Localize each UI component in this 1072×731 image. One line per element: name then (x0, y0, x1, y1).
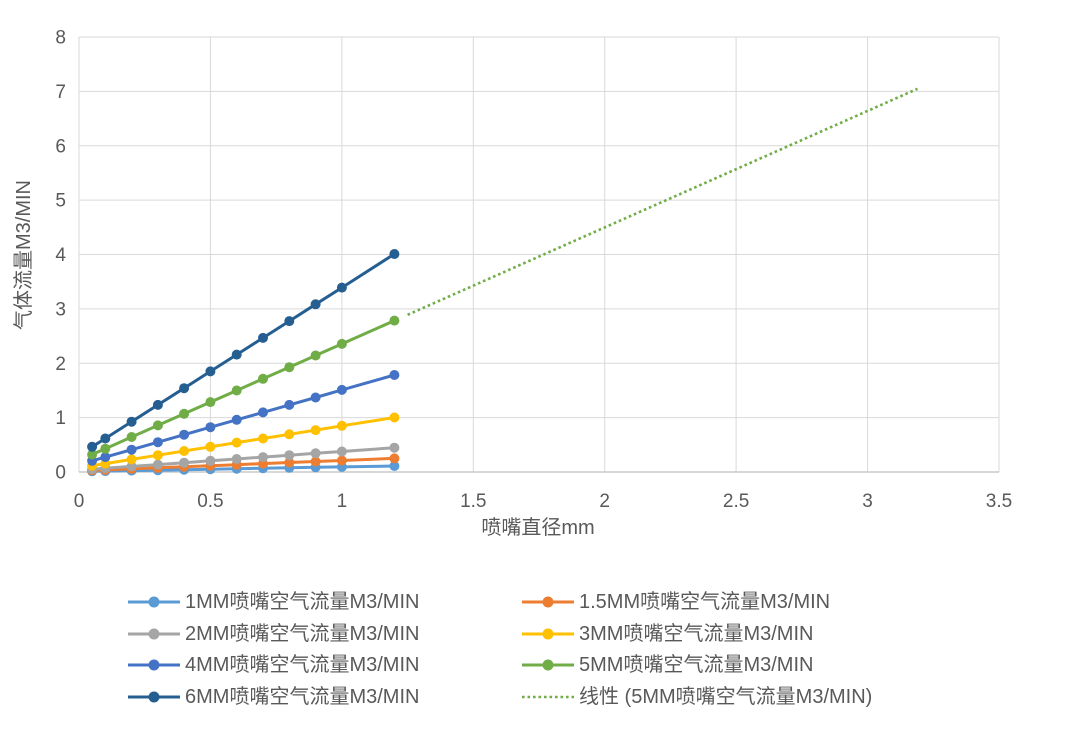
data-point-6mm (205, 366, 216, 377)
y-tick-label: 5 (55, 191, 66, 212)
data-point-5mm (100, 443, 111, 454)
data-point-6mm (126, 416, 137, 427)
data-point-1-5mm (310, 456, 321, 467)
data-point-3mm (310, 425, 321, 436)
y-tick-label: 4 (55, 245, 66, 266)
data-point-4mm (389, 370, 400, 380)
data-point-5mm (310, 350, 321, 361)
data-point-2mm (179, 457, 190, 468)
y-tick-label: 7 (55, 82, 66, 103)
data-point-5mm (258, 373, 268, 384)
x-axis-title: 喷嘴直径mm (481, 516, 594, 539)
data-point-4mm (100, 452, 111, 463)
data-point-2mm (231, 454, 242, 464)
data-point-6mm (284, 316, 295, 327)
data-point-4mm (152, 437, 163, 448)
axes: 0 1 2 3 4 5 6 7 8 0 0.5 1 1.5 2 2.5 3 3.5 (55, 28, 1012, 513)
x-tick-label: 3.5 (986, 491, 1012, 512)
data-point-5mm (205, 397, 216, 408)
data-point-5mm (284, 362, 295, 373)
data-point-5mm (179, 408, 190, 419)
data-point-3mm (258, 433, 268, 444)
data-point-5mm (87, 449, 98, 460)
y-axis-title: 气体流量M3/MIN (12, 180, 35, 330)
data-point-6mm (258, 332, 268, 343)
data-series (87, 87, 919, 477)
data-point-3mm (284, 429, 295, 440)
data-point-4mm (258, 407, 268, 418)
data-point-1mm (389, 461, 400, 471)
x-tick-label: 1 (337, 491, 348, 512)
data-point-4mm (231, 414, 242, 425)
data-point-2mm (152, 459, 163, 470)
x-tick-label: 0 (74, 491, 85, 512)
data-point-4mm (336, 384, 347, 395)
data-point-5mm (231, 385, 242, 396)
x-tick-label: 3 (862, 491, 873, 512)
x-tick-label: 1.5 (460, 491, 486, 512)
y-tick-label: 3 (55, 299, 66, 320)
x-tick-label: 2.5 (723, 491, 749, 512)
data-point-5mm (152, 420, 163, 431)
data-point-1-5mm (389, 453, 400, 464)
data-point-3mm (152, 450, 163, 461)
data-point-3mm (126, 454, 137, 465)
data-point-1-5mm (336, 455, 347, 466)
series-line-6mm (90, 252, 396, 449)
y-tick-label: 6 (55, 136, 66, 157)
x-tick-label: 2 (599, 491, 610, 512)
y-tick-label: 8 (55, 28, 66, 49)
data-point-2mm (258, 452, 268, 463)
data-point-2mm (126, 461, 137, 472)
data-point-5mm (126, 432, 137, 442)
data-point-6mm (87, 441, 98, 452)
data-point-2mm (389, 442, 400, 453)
data-point-6mm (152, 399, 163, 410)
data-point-4mm (310, 392, 321, 403)
data-point-6mm (389, 249, 400, 259)
data-point-6mm (336, 282, 347, 293)
data-point-2mm (284, 450, 295, 461)
data-point-2mm (310, 448, 321, 459)
data-point-5mm (389, 315, 400, 326)
gridlines (78, 36, 1000, 472)
data-point-6mm (100, 433, 111, 444)
data-point-3mm (179, 446, 190, 456)
data-point-3mm (389, 412, 400, 423)
data-point-4mm (126, 444, 137, 455)
data-point-4mm (179, 429, 190, 440)
data-point-3mm (336, 420, 347, 431)
data-point-6mm (179, 383, 190, 394)
linear-trendline-5mm (407, 87, 919, 316)
data-point-4mm (205, 422, 216, 433)
data-point-2mm (205, 455, 216, 466)
y-tick-label: 2 (55, 354, 66, 375)
data-point-2mm (336, 446, 347, 457)
y-tick-label: 0 (55, 463, 66, 484)
data-point-4mm (284, 399, 295, 410)
data-point-1-5mm (284, 457, 295, 468)
data-point-6mm (310, 299, 321, 310)
data-point-3mm (205, 441, 216, 452)
data-point-6mm (231, 349, 242, 360)
y-tick-label: 1 (55, 408, 66, 429)
data-point-3mm (231, 437, 242, 448)
data-point-5mm (336, 338, 347, 349)
x-tick-label: 0.5 (197, 491, 223, 512)
